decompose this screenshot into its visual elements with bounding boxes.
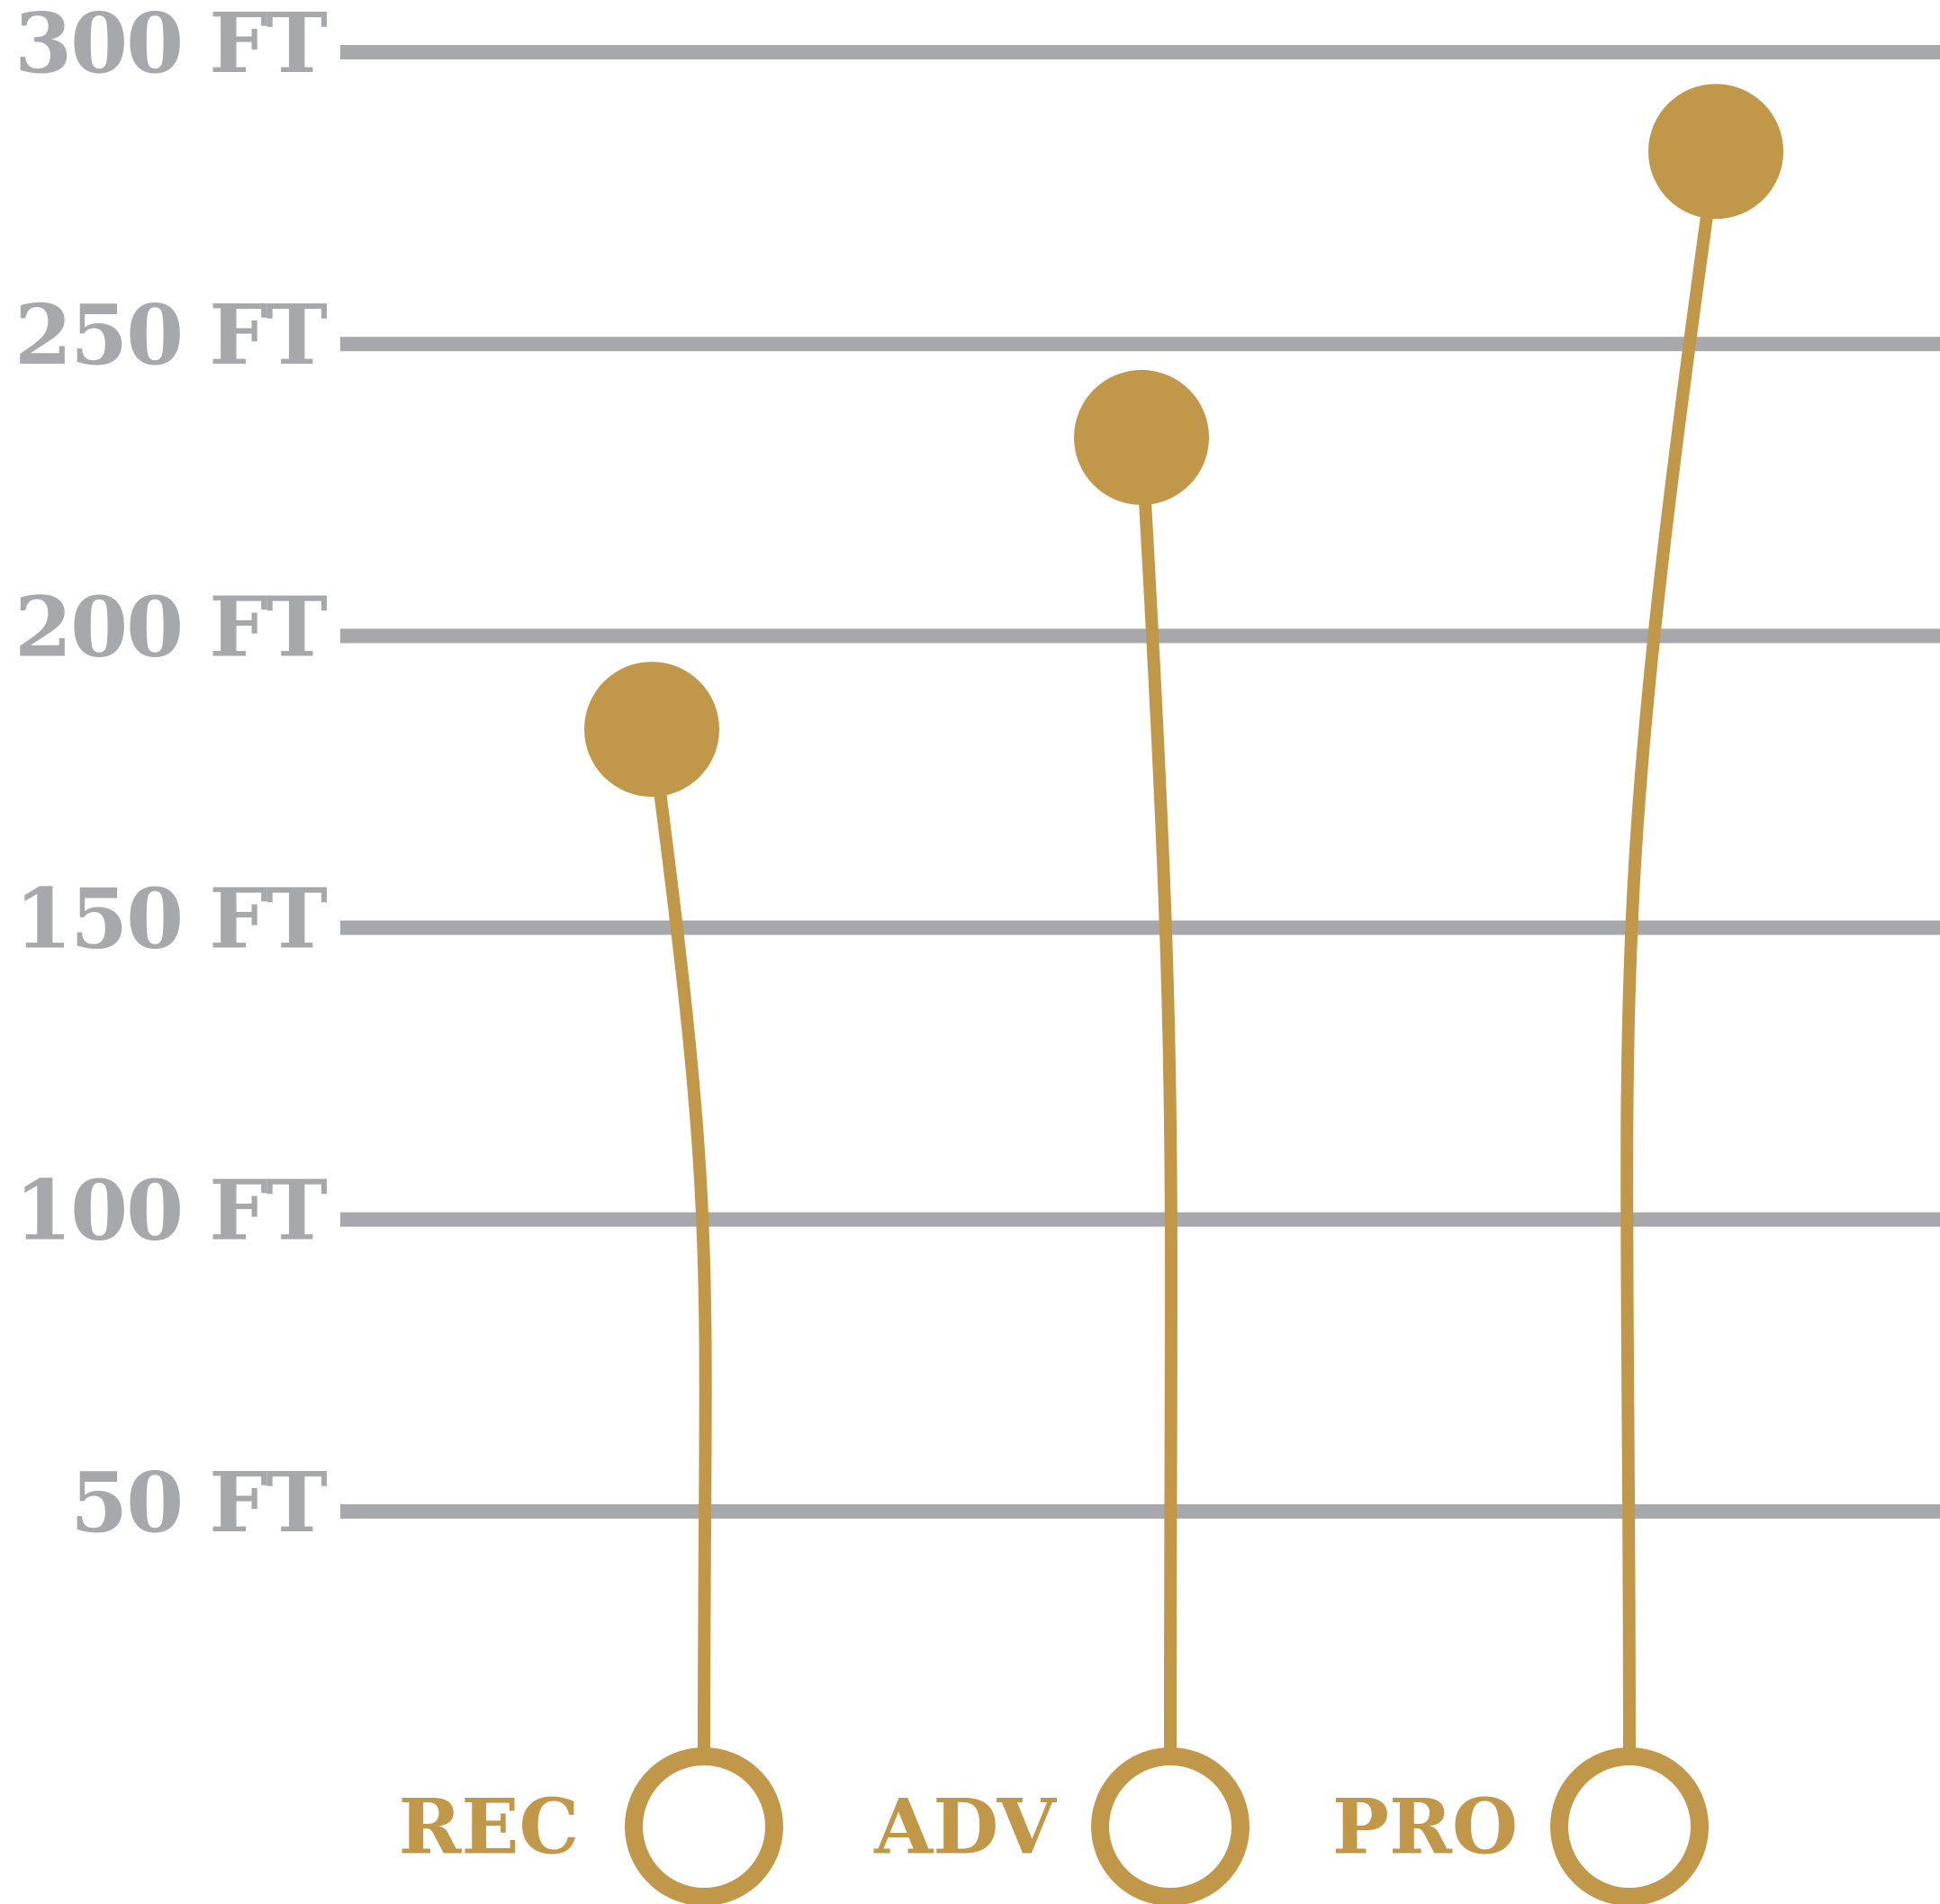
balloon bbox=[1074, 369, 1209, 505]
balloon bbox=[584, 662, 719, 798]
anchor-ring bbox=[1550, 1747, 1709, 1904]
y-tick-label: 250 FT bbox=[14, 286, 327, 384]
y-tick-label: 50 FT bbox=[70, 1454, 327, 1551]
y-tick-label: 100 FT bbox=[14, 1162, 327, 1259]
y-tick-label: 200 FT bbox=[14, 578, 327, 675]
balloon bbox=[1648, 84, 1783, 220]
stem bbox=[645, 728, 712, 1757]
stem bbox=[1620, 150, 1722, 1757]
category-label: PRO bbox=[1332, 1782, 1518, 1872]
y-tick-label: 300 FT bbox=[14, 0, 327, 92]
anchor-ring bbox=[625, 1747, 783, 1904]
y-tick-label: 150 FT bbox=[14, 871, 327, 968]
category-label: ADV bbox=[873, 1782, 1058, 1872]
stem bbox=[1135, 437, 1178, 1757]
category-label: REC bbox=[399, 1782, 580, 1872]
anchor-ring bbox=[1091, 1747, 1250, 1904]
